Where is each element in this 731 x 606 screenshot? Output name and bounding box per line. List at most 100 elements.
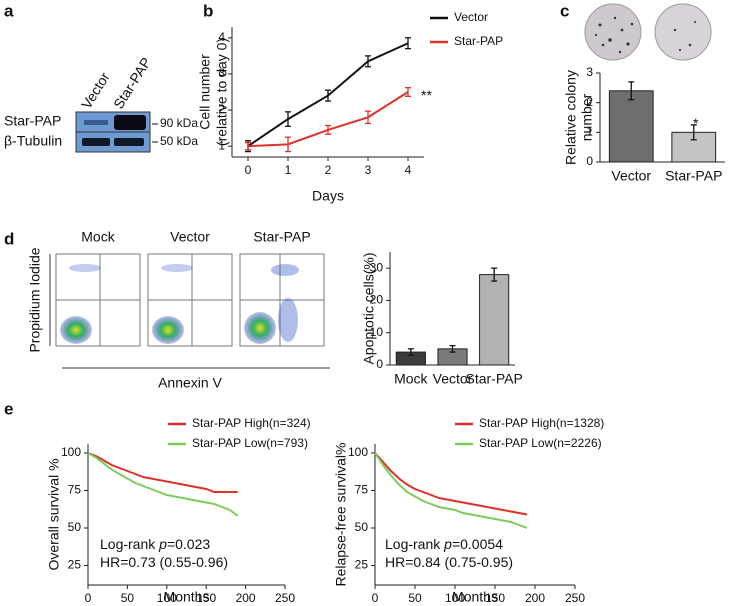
y-axis-label: Relative colony xyxy=(563,70,579,165)
x-tick-label: Star-PAP xyxy=(466,371,523,387)
y-axis-label: Cell number xyxy=(197,54,213,130)
panel-label: a xyxy=(4,1,14,20)
annotation: * xyxy=(693,115,699,131)
x-tick-label: 250 xyxy=(565,591,585,605)
x-tick-label: 100 xyxy=(445,591,465,605)
x-tick-label: 250 xyxy=(275,591,295,605)
y-tick-label: 1 xyxy=(586,125,593,139)
x-tick-label: Vector xyxy=(433,371,473,387)
legend-label: Vector xyxy=(454,10,488,24)
y-tick-label: 0 xyxy=(376,357,383,371)
annotation: HR=0.84 (0.75-0.95) xyxy=(385,554,513,570)
series-line xyxy=(374,452,528,516)
series-line xyxy=(87,452,238,493)
x-tick-label: 2 xyxy=(325,163,332,177)
x-axis-label: Months xyxy=(164,589,210,605)
x-tick-label: 100 xyxy=(157,591,177,605)
annotation-part: HR=0.73 (0.55-0.96) xyxy=(100,554,228,570)
x-tick-label: Star-PAP xyxy=(665,168,722,184)
x-tick-label: 50 xyxy=(121,591,135,605)
annotation-part: p xyxy=(443,536,452,552)
panel-label: b xyxy=(203,1,213,20)
y-tick-label: 25 xyxy=(355,558,369,572)
y-tick-label: 50 xyxy=(355,520,369,534)
y-tick-label: 3 xyxy=(586,65,593,79)
x-tick-label: 150 xyxy=(485,591,505,605)
annotation-part: =0.023 xyxy=(167,536,210,552)
bar xyxy=(479,274,510,366)
legend-label: Star-PAP High(n=324) xyxy=(192,416,311,430)
y-tick-label: 100 xyxy=(348,445,368,459)
legend-label: Star-PAP xyxy=(454,34,503,48)
row-label: β-Tubulin xyxy=(4,133,62,149)
y-tick-label: 2 xyxy=(218,102,225,116)
x-tick-label: 0 xyxy=(85,591,92,605)
colony-plate xyxy=(584,3,642,61)
band xyxy=(114,138,144,146)
legend-label: Star-PAP Low(n=793) xyxy=(192,436,308,450)
x-tick-label: 3 xyxy=(365,163,372,177)
x-tick-label: 1 xyxy=(285,163,292,177)
flow-xlabel: Annexin V xyxy=(158,375,222,391)
x-tick-label: Vector xyxy=(611,168,651,184)
annotation: HR=0.73 (0.55-0.96) xyxy=(100,554,228,570)
flow-ylabel: Propidium Iodide xyxy=(27,247,43,352)
panel-label: e xyxy=(4,399,13,418)
x-tick-label: 50 xyxy=(408,591,422,605)
band xyxy=(82,138,110,146)
y-tick-label: 25 xyxy=(68,558,82,572)
y-tick-label: 1 xyxy=(218,138,225,152)
panel-label: d xyxy=(4,229,14,248)
y-tick-label: 75 xyxy=(355,483,369,497)
annotation-part: * xyxy=(693,115,699,131)
legend-label: Star-PAP Low(n=2226) xyxy=(479,436,602,450)
y-tick-label: 100 xyxy=(61,445,81,459)
y-axis-label: number xyxy=(579,93,595,141)
x-tick-label: 200 xyxy=(525,591,545,605)
x-tick-label: 200 xyxy=(236,591,256,605)
bar xyxy=(608,90,654,163)
x-tick-label: 0 xyxy=(245,163,252,177)
y-tick-label: 20 xyxy=(370,293,384,307)
x-tick-label: Mock xyxy=(394,371,428,387)
x-tick-label: 150 xyxy=(196,591,216,605)
marker-label: 90 kDa xyxy=(160,116,198,130)
y-tick-label: 2 xyxy=(586,95,593,109)
y-tick-label: 50 xyxy=(68,520,82,534)
y-axis-label: Overall survival % xyxy=(46,458,62,570)
x-tick-label: 0 xyxy=(372,591,379,605)
flow-populations xyxy=(60,264,299,344)
y-axis-label: Relapse-free survival% xyxy=(333,443,349,587)
annotation: Log-rank p=0.0054 xyxy=(385,536,503,552)
y-tick-label: 0 xyxy=(586,154,593,168)
series-line xyxy=(374,452,528,529)
band xyxy=(114,115,146,130)
legend-label: Star-PAP High(n=1328) xyxy=(479,416,604,430)
flow-condition: Mock xyxy=(81,229,115,245)
annotation-part: HR=0.84 (0.75-0.95) xyxy=(385,554,513,570)
colony-plate xyxy=(654,3,712,61)
panel-label: c xyxy=(560,1,569,20)
y-tick-label: 75 xyxy=(68,483,82,497)
y-tick-label: 30 xyxy=(370,260,384,274)
annotation-part: =0.0054 xyxy=(452,536,503,552)
annotation-part: ** xyxy=(421,87,432,103)
colonies xyxy=(594,16,696,54)
y-tick-label: 4 xyxy=(218,30,225,44)
row-label: Star-PAP xyxy=(4,113,61,129)
annotation-part: p xyxy=(158,536,167,552)
lane-label: Star-PAP xyxy=(110,54,154,111)
x-axis-label: Days xyxy=(312,188,344,204)
marker-label: 50 kDa xyxy=(160,134,198,148)
annotation: Log-rank p=0.023 xyxy=(100,536,210,552)
series-line xyxy=(87,452,239,517)
flow-condition: Star-PAP xyxy=(253,229,310,245)
y-tick-label: 3 xyxy=(218,66,225,80)
y-tick-label: 10 xyxy=(370,325,384,339)
y-axis-label: (relative to day 0) xyxy=(214,38,230,146)
annotation-part: Log-rank xyxy=(100,536,159,552)
lane-label: Vector xyxy=(78,69,113,111)
annotation-part: Log-rank xyxy=(385,536,444,552)
x-axis-label: Months xyxy=(452,589,498,605)
